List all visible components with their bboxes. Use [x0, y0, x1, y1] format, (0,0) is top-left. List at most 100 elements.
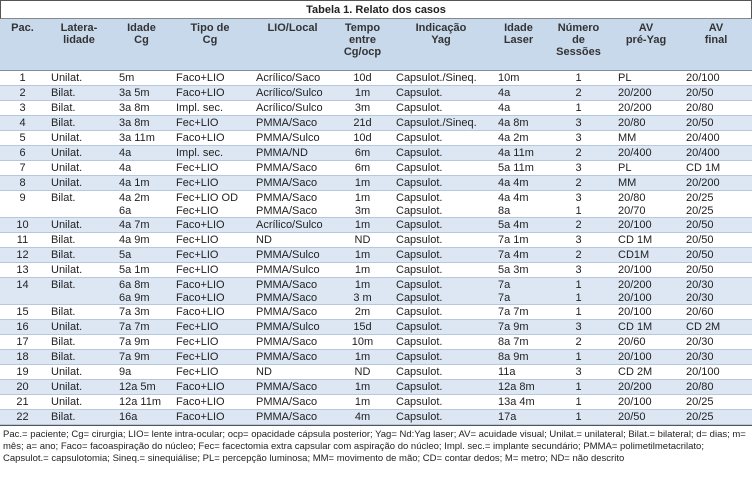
table-cell: PMMA/Sulco	[250, 247, 335, 263]
table-cell: Bilat.	[45, 247, 113, 263]
table-cell: 20/50	[680, 247, 752, 263]
footnote: Pac.= paciente; Cg= cirurgia; LIO= lente…	[0, 425, 752, 465]
table-cell: 5m	[113, 70, 170, 86]
table-row: 20 Unilat. 12a 5m Faco+LIO PMMA/Saco 1m Capsul…	[0, 379, 752, 395]
table-cell: 1m 3 m	[335, 277, 390, 305]
table-cell: 14	[0, 277, 45, 305]
table-cell: 4a 2m	[492, 130, 545, 146]
table-cell: Bilat.	[45, 349, 113, 365]
header-cell: Tipo de Cg	[170, 19, 250, 71]
table-cell: Impl. sec.	[170, 100, 250, 116]
table-cell: 20/60	[680, 304, 752, 320]
table-cell: ND	[335, 232, 390, 248]
table-cell: PMMA/Saco	[250, 334, 335, 350]
table-cell: ND	[250, 232, 335, 248]
table-row: 10 Unilat. 4a 7m Faco+LIO Acrílico/Sulco 1m Ca…	[0, 217, 752, 233]
table-cell: PMMA/Saco	[250, 379, 335, 395]
table-cell: Fec+LIO	[170, 160, 250, 176]
table-cell: 1 1	[545, 277, 612, 305]
table-cell: 7a 7m	[113, 319, 170, 335]
table-cell: Capsulot.	[390, 409, 492, 425]
table-cell: Bilat.	[45, 100, 113, 116]
table-cell: Capsulot.	[390, 145, 492, 161]
table-cell: 7a 9m	[492, 319, 545, 335]
table-cell: 4a 8m	[492, 115, 545, 131]
table-cell: 20/50	[680, 115, 752, 131]
header-cell: Latera- lidade	[45, 19, 113, 71]
table-cell: 20/30 20/30	[680, 277, 752, 305]
table-cell: Capsulot.	[390, 262, 492, 278]
table-cell: Faco+LIO	[170, 130, 250, 146]
table-cell: 5a	[113, 247, 170, 263]
table-cell: PMMA/Sulco	[250, 262, 335, 278]
table-cell: PMMA/Saco	[250, 304, 335, 320]
table-cell: 20/100	[612, 262, 680, 278]
table-cell: Fec+LIO	[170, 349, 250, 365]
table-cell: PMMA/Saco	[250, 175, 335, 191]
table-cell: 1	[0, 70, 45, 86]
table-cell: 20/50	[680, 232, 752, 248]
table-cell: 4a 4m	[492, 175, 545, 191]
table-cell: PMMA/Saco	[250, 394, 335, 410]
table-cell: 3	[545, 364, 612, 380]
header-cell: LIO/Local	[250, 19, 335, 71]
table-cell: Bilat.	[45, 277, 113, 305]
table-row: 6 Unilat. 4a Impl. sec. PMMA/ND 6m Capsulot. 4a…	[0, 145, 752, 161]
table-cell: PMMA/Saco	[250, 160, 335, 176]
table-cell: Capsulot.	[390, 232, 492, 248]
table-cell: 10d	[335, 130, 390, 146]
table-cell: 1	[545, 100, 612, 116]
table-cell: Capsulot. Capsulot.	[390, 277, 492, 305]
header-row: Pac. Latera- lidade Idade Cg Tipo de Cg LIO/…	[0, 19, 752, 71]
table-cell: 7a 3m	[113, 304, 170, 320]
table-row: 22 Bilat. 16a Faco+LIO PMMA/Saco 4m Capsulot. 1…	[0, 409, 752, 425]
table-cell: 7a 9m	[113, 334, 170, 350]
table-cell: 12a 11m	[113, 394, 170, 410]
table-cell: 3	[545, 319, 612, 335]
table-cell: 2	[545, 217, 612, 233]
table-cell: Capsulot.	[390, 349, 492, 365]
table-cell: Capsulot.	[390, 175, 492, 191]
header-cell: Tempo entre Cg/ocp	[335, 19, 390, 71]
table-cell: 20/50	[612, 409, 680, 425]
table-row: 19 Unilat. 9a Fec+LIO ND ND Capsulot. 11a 3 CD 2M…	[0, 364, 752, 380]
table-cell: Acrílico/Saco	[250, 70, 335, 86]
table-cell: 20/100	[612, 394, 680, 410]
table-cell: 1	[545, 394, 612, 410]
table-cell: 18	[0, 349, 45, 365]
table-cell: 7a 7m	[492, 304, 545, 320]
table-body: 1 Unilat. 5m Faco+LIO Acrílico/Saco 10d Capsul…	[0, 70, 752, 425]
table-cell: 5a 3m	[492, 262, 545, 278]
table-cell: Impl. sec.	[170, 145, 250, 161]
table-cell: CD1M	[612, 247, 680, 263]
header-cell: Idade Cg	[113, 19, 170, 71]
table-cell: 12a 5m	[113, 379, 170, 395]
table-cell: Capsulot.	[390, 217, 492, 233]
table-cell: 7a 7a	[492, 277, 545, 305]
table-row: 1 Unilat. 5m Faco+LIO Acrílico/Saco 10d Capsul…	[0, 70, 752, 86]
table-cell: Fec+LIO	[170, 232, 250, 248]
table-cell: 22	[0, 409, 45, 425]
table-cell: MM	[612, 175, 680, 191]
table-cell: 20/80 20/70	[612, 190, 680, 218]
table-cell: PMMA/Saco	[250, 115, 335, 131]
table-cell: 20/100	[612, 349, 680, 365]
table-cell: 11a	[492, 364, 545, 380]
table-cell: 4a 11m	[492, 145, 545, 161]
table-cell: Acrílico/Sulco	[250, 85, 335, 101]
table-cell: Fec+LIO	[170, 247, 250, 263]
table-cell: 5a 4m	[492, 217, 545, 233]
table-cell: 9	[0, 190, 45, 218]
table-cell: 3a 8m	[113, 115, 170, 131]
table-row: 2 Bilat. 3a 5m Faco+LIO Acrílico/Sulco 1m Caps…	[0, 85, 752, 101]
table-cell: 3	[545, 160, 612, 176]
table-row: 14 Bilat. 6a 8m 6a 9m Faco+LIO Faco+LIO PMMA…	[0, 277, 752, 305]
table-cell: Capsulot.	[390, 130, 492, 146]
table-cell: 3a 8m	[113, 100, 170, 116]
table-cell: 21d	[335, 115, 390, 131]
table-row: 8 Unilat. 4a 1m Fec+LIO PMMA/Saco 1m Capsulot.…	[0, 175, 752, 191]
table-cell: 2	[0, 85, 45, 101]
header-cell: Indicação Yag	[390, 19, 492, 71]
table-cell: Bilat.	[45, 334, 113, 350]
table-row: 11 Bilat. 4a 9m Fec+LIO ND ND Capsulot. 7a 1m 3 C…	[0, 232, 752, 248]
